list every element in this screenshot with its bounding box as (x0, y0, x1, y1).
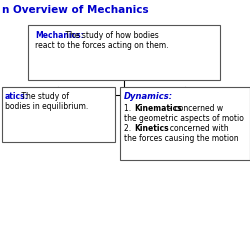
Text: The study of how bodies: The study of how bodies (63, 31, 159, 40)
Text: Kinematics: Kinematics (134, 104, 182, 113)
Text: react to the forces acting on them.: react to the forces acting on them. (35, 41, 168, 50)
Text: atics:: atics: (5, 92, 29, 101)
Text: Kinetics: Kinetics (134, 124, 168, 133)
Text: - concerned with: - concerned with (160, 124, 228, 133)
Text: n Overview of Mechanics: n Overview of Mechanics (2, 5, 148, 15)
Text: the geometric aspects of motio: the geometric aspects of motio (124, 114, 244, 123)
Text: bodies in equilibrium.: bodies in equilibrium. (5, 102, 88, 111)
Text: the forces causing the motion: the forces causing the motion (124, 134, 238, 143)
Bar (2, 87, 115, 142)
Text: – concerned w: – concerned w (166, 104, 223, 113)
Bar (28, 25, 220, 80)
Text: The study of: The study of (19, 92, 69, 101)
Text: 1.: 1. (124, 104, 136, 113)
Text: Mechanics:: Mechanics: (35, 31, 84, 40)
Text: Dynamics:: Dynamics: (124, 92, 173, 101)
Text: 2.: 2. (124, 124, 136, 133)
Bar (120, 87, 250, 160)
